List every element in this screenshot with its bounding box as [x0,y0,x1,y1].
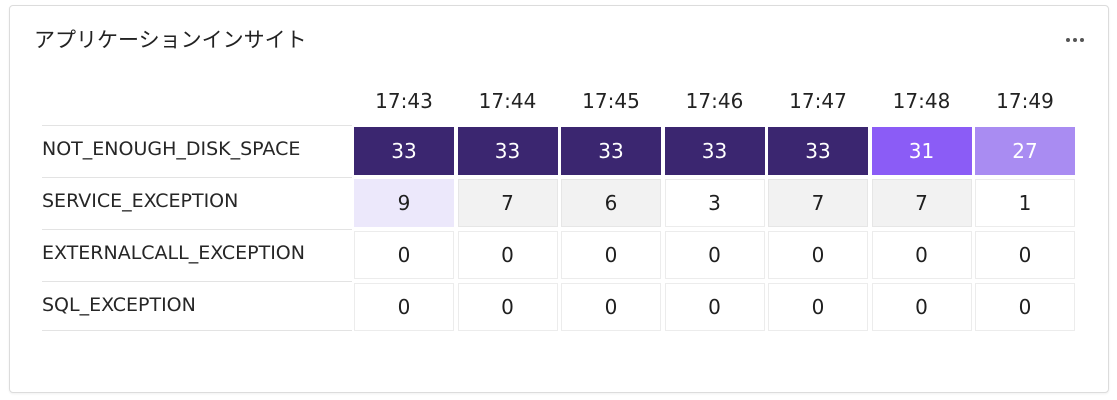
row-label: SERVICE_EXCEPTION [42,177,352,227]
column-header: 17:46 [685,89,744,113]
heatmap-cell[interactable]: 7 [768,179,868,227]
column-header: 17:49 [996,89,1054,113]
more-options-dot [1080,38,1084,42]
heatmap-cell[interactable]: 0 [664,283,765,331]
column-header: 17:47 [789,89,847,113]
column-header: 17:48 [892,89,951,113]
column-header: 17:45 [582,89,640,113]
heatmap-cell[interactable]: 0 [975,231,1075,279]
heatmap-cell[interactable]: 0 [664,231,765,279]
heatmap-cell[interactable]: 0 [354,231,454,279]
heatmap-cell[interactable]: 33 [664,127,765,175]
heatmap-cell[interactable]: 7 [871,179,972,227]
row-label: SQL_EXCEPTION [42,281,352,331]
heatmap-cell[interactable]: 0 [871,231,972,279]
heatmap-cell[interactable]: 0 [561,231,661,279]
heatmap-cell[interactable]: 6 [561,179,661,227]
heatmap-cell[interactable]: 0 [768,231,868,279]
heatmap-cell[interactable]: 27 [975,127,1075,175]
heatmap-cell[interactable]: 0 [561,283,661,331]
heatmap-cell[interactable]: 0 [457,231,558,279]
row-label: NOT_ENOUGH_DISK_SPACE [42,125,352,175]
heatmap-chart: 17:43 17:44 17:45 17:46 17:47 17:48 17:49 NOT_E… [10,6,1110,394]
column-header: 17:44 [478,89,537,113]
heatmap-cell[interactable]: 0 [871,283,972,331]
heatmap-cell[interactable]: 31 [871,127,972,175]
more-options-icon[interactable] [1060,28,1090,52]
heatmap-cell[interactable]: 7 [457,179,558,227]
card-title: アプリケーションインサイト [34,28,307,52]
heatmap-cell[interactable]: 33 [561,127,661,175]
heatmap-cell[interactable]: 3 [664,179,765,227]
more-options-dot [1073,38,1077,42]
column-header: 17:43 [375,89,433,113]
heatmap-cell[interactable]: 1 [975,179,1075,227]
more-options-dot [1066,38,1070,42]
heatmap-cell[interactable]: 0 [457,283,558,331]
application-insight-card: アプリケーションインサイト 17:43 17:44 17:45 17:46 17:47 1… [9,5,1109,393]
heatmap-cell[interactable]: 33 [768,127,868,175]
heatmap-cell[interactable]: 0 [975,283,1075,331]
heatmap-cell[interactable]: 0 [354,283,454,331]
heatmap-cell[interactable]: 9 [354,179,454,227]
row-label: EXTERNALCALL_EXCEPTION [42,229,352,279]
heatmap-cell[interactable]: 33 [457,127,558,175]
heatmap-cell[interactable]: 33 [354,127,454,175]
heatmap-cell[interactable]: 0 [768,283,868,331]
